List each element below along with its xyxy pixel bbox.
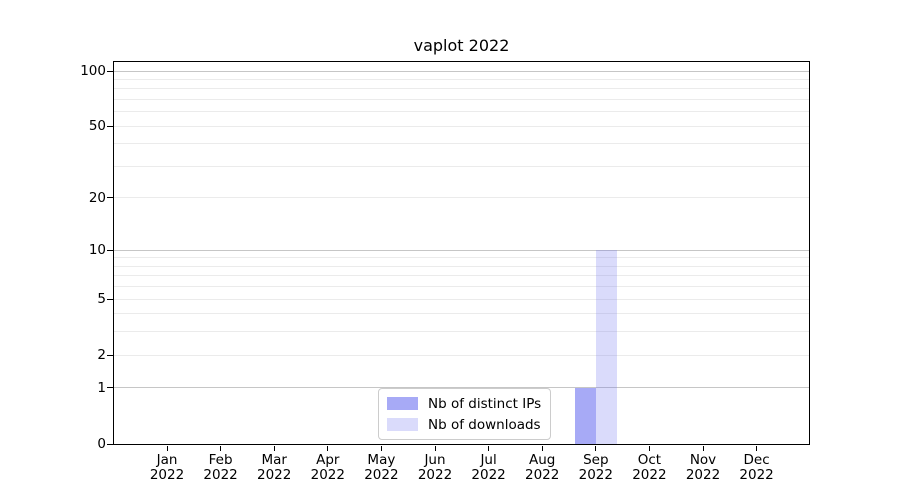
y-axis-tick bbox=[107, 298, 113, 300]
y-axis-tick-label: 100 bbox=[80, 63, 106, 80]
y-axis-tick bbox=[107, 197, 113, 199]
y-axis-tick bbox=[107, 354, 113, 356]
legend: Nb of distinct IPs Nb of downloads bbox=[378, 388, 552, 440]
legend-item-downloads: Nb of downloads bbox=[387, 415, 541, 434]
gridline-minor bbox=[114, 286, 809, 288]
gridline-minor bbox=[114, 143, 809, 145]
gridline-minor bbox=[114, 166, 809, 167]
legend-swatch-distinct-ips bbox=[387, 397, 418, 410]
y-axis-tick-label: 2 bbox=[97, 347, 106, 364]
x-axis-tick-label: Oct 2022 bbox=[632, 452, 667, 483]
y-axis-tick bbox=[107, 70, 113, 72]
x-axis-tick bbox=[541, 446, 543, 451]
x-axis-tick bbox=[327, 446, 329, 451]
gridline-minor bbox=[114, 298, 809, 300]
gridline-minor bbox=[114, 331, 809, 333]
x-axis-tick-label: Jan 2022 bbox=[149, 452, 185, 483]
bar-nb-of-downloads bbox=[595, 250, 617, 444]
legend-item-distinct-ips: Nb of distinct IPs bbox=[387, 394, 541, 413]
gridline-minor bbox=[114, 257, 809, 259]
legend-label-downloads: Nb of downloads bbox=[428, 416, 541, 433]
gridline-minor bbox=[114, 313, 809, 315]
gridline-minor bbox=[114, 275, 809, 277]
x-axis-tick bbox=[702, 446, 704, 451]
y-axis-tick-label: 20 bbox=[88, 189, 106, 206]
x-axis-tick-label: Jun 2022 bbox=[417, 452, 453, 483]
y-axis-tick bbox=[107, 249, 113, 251]
x-axis-tick bbox=[648, 446, 650, 451]
x-axis-tick-label: Aug 2022 bbox=[525, 452, 560, 483]
gridline-major bbox=[114, 249, 809, 251]
y-axis-tick-label: 10 bbox=[88, 242, 106, 259]
x-axis-tick-label: Nov 2022 bbox=[685, 452, 721, 483]
plot-area: 0 1 2 5 10 20 50 100 Jan 2022 Feb 2022 Mar 2022 Apr 202… bbox=[80, 61, 810, 483]
gridline-minor bbox=[114, 99, 809, 101]
x-axis-tick-label: Mar 2022 bbox=[257, 452, 292, 483]
chart-title: vaplot 2022 bbox=[413, 36, 510, 55]
x-axis-tick bbox=[220, 446, 222, 451]
x-axis-tick bbox=[273, 446, 275, 451]
x-axis-tick-label: Dec 2022 bbox=[739, 452, 774, 483]
x-axis-tick-label: May 2022 bbox=[364, 452, 399, 483]
x-axis-tick-label: Jul 2022 bbox=[471, 452, 506, 483]
y-axis-tick-label: 50 bbox=[88, 118, 106, 135]
y-axis-tick bbox=[107, 443, 113, 445]
gridline-minor bbox=[114, 197, 809, 199]
x-axis-tick bbox=[434, 446, 436, 451]
y-axis-tick-label: 1 bbox=[97, 379, 106, 396]
legend-swatch-downloads bbox=[387, 418, 418, 431]
y-axis-tick-label: 0 bbox=[97, 436, 106, 452]
x-axis-tick bbox=[595, 446, 597, 451]
gridline-minor bbox=[114, 265, 809, 267]
gridline-minor bbox=[114, 111, 809, 113]
x-axis-tick-label: Sep 2022 bbox=[578, 452, 613, 483]
x-axis-tick-label: Feb 2022 bbox=[203, 452, 238, 483]
gridline-minor bbox=[114, 354, 809, 356]
x-axis-tick bbox=[488, 446, 490, 451]
gridline-minor bbox=[114, 125, 809, 127]
y-axis-tick bbox=[107, 125, 113, 127]
x-axis-tick bbox=[380, 446, 382, 451]
gridline-major bbox=[114, 387, 809, 389]
bar-nb-of-distinct-ips bbox=[574, 387, 596, 444]
y-axis-tick bbox=[107, 387, 113, 389]
gridline-major bbox=[114, 70, 809, 72]
gridline-minor bbox=[114, 88, 809, 90]
legend-label-distinct-ips: Nb of distinct IPs bbox=[428, 395, 542, 412]
gridline-minor bbox=[114, 78, 809, 80]
x-axis-tick-label: Apr 2022 bbox=[310, 452, 345, 483]
y-axis-tick-label: 5 bbox=[97, 291, 106, 308]
x-axis-tick bbox=[756, 446, 758, 451]
x-axis-tick bbox=[166, 446, 168, 451]
